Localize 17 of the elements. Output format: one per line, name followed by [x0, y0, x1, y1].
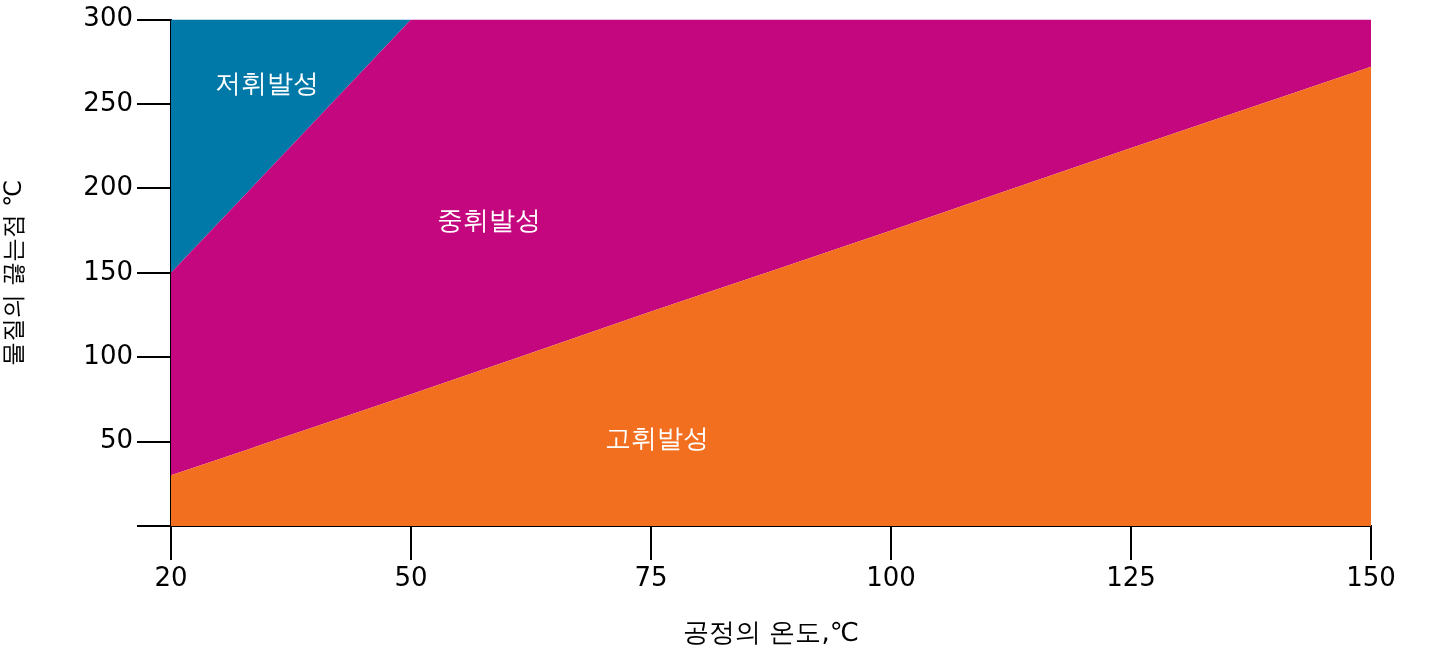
- annotation: 저휘발성: [215, 68, 319, 99]
- y-tick-label: 300: [83, 2, 133, 33]
- x-tick-label: 100: [866, 562, 916, 593]
- annotation: 고휘발성: [605, 422, 709, 453]
- x-tick-label: 20: [154, 562, 188, 593]
- y-tick-label: 50: [99, 424, 133, 455]
- annotation: 중휘발성: [437, 204, 541, 235]
- x-tick-label: 50: [394, 562, 428, 593]
- x-axis-title: 공정의 온도,℃: [683, 617, 859, 648]
- y-tick-label: 150: [83, 255, 133, 286]
- x-tick-label: 125: [1106, 562, 1156, 593]
- y-tick-label: 100: [83, 339, 133, 370]
- y-axis-title: 물질의 끓는점 ℃: [0, 179, 27, 366]
- y-tick-label: 200: [83, 171, 133, 202]
- y-tick-label: 250: [83, 86, 133, 117]
- x-tick-label: 150: [1346, 562, 1396, 593]
- x-tick-label: 75: [634, 562, 668, 593]
